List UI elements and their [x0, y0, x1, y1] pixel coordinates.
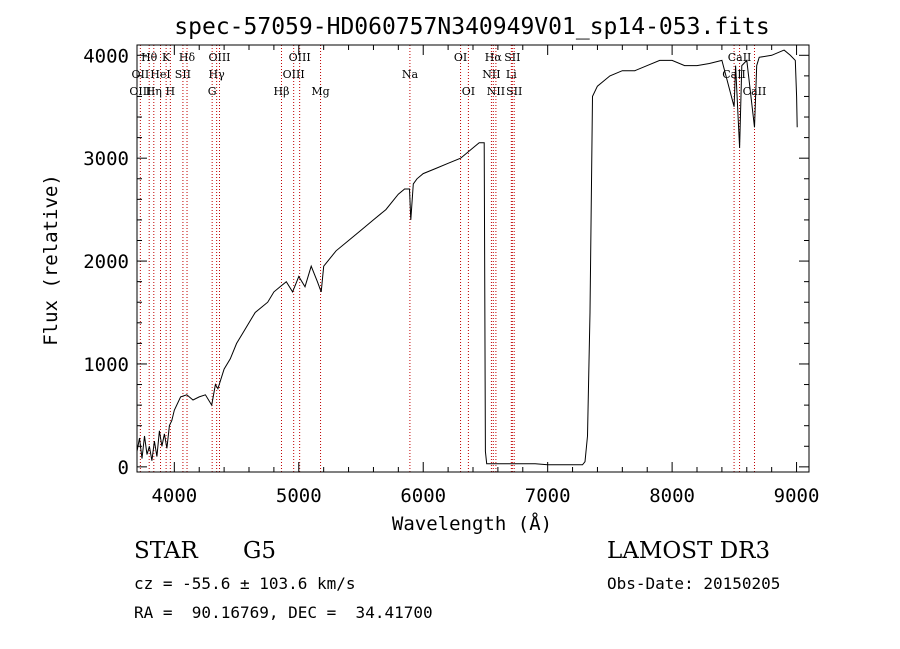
y-tick-label: 0 — [118, 457, 129, 479]
x-tick-label: 5000 — [276, 485, 322, 507]
spectral-line-label: OIII — [129, 85, 151, 98]
spectral-line-label: CaII — [728, 51, 752, 64]
spectral-line-label: Li — [506, 68, 517, 81]
y-tick-label: 2000 — [83, 251, 129, 273]
x-tick-label: 9000 — [774, 485, 820, 507]
spectral-line-label: OIII — [208, 51, 230, 64]
spectral-line-label: CaII — [722, 68, 746, 81]
spectral-line-label: SII — [504, 51, 520, 64]
spectral-line-label: Hη — [146, 85, 162, 98]
x-tick-label: 6000 — [400, 485, 446, 507]
spectral-line-label: Mg — [311, 85, 329, 98]
spectral-line-label: Hθ — [141, 51, 158, 64]
x-axis-ticks: 4000 5000 6000 7000 8000 9000 — [151, 45, 819, 507]
y-axis-label: Flux (relative) — [40, 174, 62, 346]
spectral-line-label: OII — [132, 68, 150, 81]
spectral-line-markers — [139, 45, 755, 472]
spectral-line-label: G — [208, 85, 217, 98]
x-tick-label: 7000 — [525, 485, 571, 507]
spectral-line-label: NII — [482, 68, 500, 81]
spectral-line-label: SII — [506, 85, 522, 98]
chart-title: spec-57059-HD060757N340949V01_sp14-053.f… — [174, 14, 769, 40]
spectral-line-label: K — [162, 51, 171, 64]
x-tick-label: 8000 — [649, 485, 695, 507]
spectral-line-label: SII — [175, 68, 191, 81]
spectral-line-labels: Hθ OII OIII K HeI Hη SII H Hδ OIII Hγ G Hβ OIII OIII Mg… — [129, 51, 766, 98]
x-tick-label: 4000 — [151, 485, 197, 507]
spectral-line-label: OIII — [289, 51, 311, 64]
spectral-line-label: OIII — [283, 68, 305, 81]
x-axis-label: Wavelength (Å) — [392, 512, 552, 535]
y-tick-label: 4000 — [83, 45, 129, 67]
spectral-line-label: Na — [402, 68, 419, 81]
object-class: STAR — [134, 538, 198, 564]
spectral-line-label: Hα — [485, 51, 503, 64]
spectrum-series-line — [136, 49, 798, 466]
y-tick-label: 1000 — [83, 354, 129, 376]
spectral-line-label: CaII — [743, 85, 767, 98]
y-axis-ticks: 0 1000 2000 3000 4000 — [83, 45, 809, 479]
spectral-line-label: OI — [462, 85, 475, 98]
spectral-line-label: H — [166, 85, 176, 98]
coordinates: RA = 90.16769, DEC = 34.41700 — [134, 603, 433, 622]
spectral-line-label: Hδ — [179, 51, 196, 64]
survey-name: LAMOST DR3 — [607, 538, 771, 564]
spectral-line-label: Hγ — [209, 68, 226, 81]
spectral-line-label: NII — [487, 85, 505, 98]
plot-frame — [136, 44, 810, 473]
object-subclass: G5 — [243, 538, 277, 564]
y-tick-label: 3000 — [83, 148, 129, 170]
spectral-line-label: OI — [454, 51, 467, 64]
spectral-line-label: HeI — [150, 68, 170, 81]
redshift-velocity: cz = -55.6 ± 103.6 km/s — [134, 574, 356, 593]
observation-date: Obs-Date: 20150205 — [607, 574, 781, 593]
spectral-line-label: Hβ — [274, 85, 290, 98]
